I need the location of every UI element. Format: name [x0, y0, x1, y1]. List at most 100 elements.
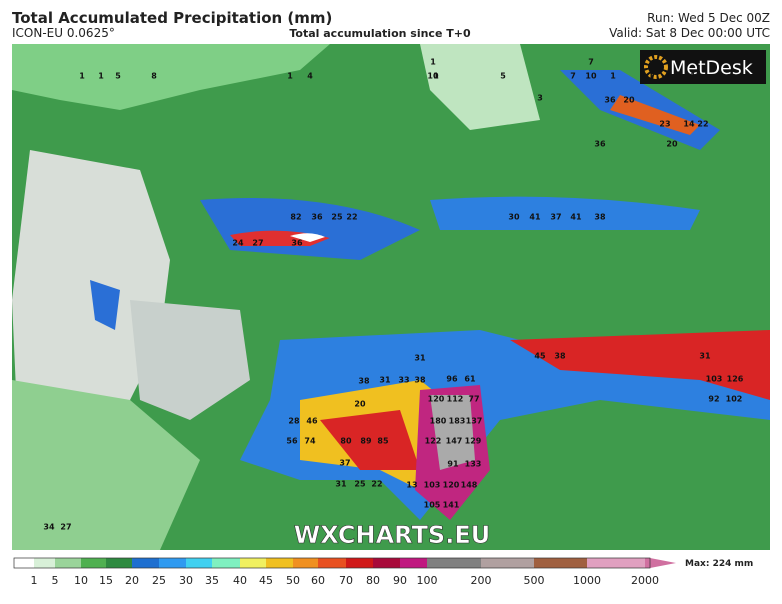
map-value: 23 — [659, 120, 670, 129]
map-value: 96 — [446, 375, 458, 384]
map-value: 36 — [604, 96, 616, 105]
map-value: 24 — [232, 239, 244, 248]
map-value: 7 — [570, 72, 576, 81]
map-value: 31 — [379, 376, 391, 385]
colorbar-segment — [14, 558, 35, 568]
map-value: 80 — [340, 437, 352, 446]
colorbar-segment — [212, 558, 241, 568]
map-value: 85 — [377, 437, 389, 446]
colorbar-segment — [34, 558, 56, 568]
colorbar-label: 1 — [31, 574, 38, 587]
model: ICON-EU 0.0625° — [12, 26, 115, 40]
colorbar-label: 30 — [179, 574, 193, 587]
colorbar-label: 60 — [311, 574, 325, 587]
map-value: 89 — [360, 437, 372, 446]
colorbar-segment — [186, 558, 213, 568]
map-value: 5 — [115, 72, 121, 81]
map-value: 22 — [346, 213, 357, 222]
map-value: 120 — [428, 395, 445, 404]
map-value: 91 — [447, 460, 459, 469]
colorbar-segment — [587, 558, 646, 568]
colorbar-segment — [106, 558, 133, 568]
map-value: 31 — [335, 480, 347, 489]
map-value: 1 — [287, 72, 293, 81]
valid: Valid: Sat 8 Dec 00:00 UTC — [609, 26, 770, 40]
map-value: 37 — [550, 213, 561, 222]
colorbar-segment — [55, 558, 82, 568]
map-value: 137 — [466, 417, 483, 426]
map-value: 33 — [398, 376, 409, 385]
colorbar-segment — [266, 558, 294, 568]
map-value: 141 — [443, 501, 460, 510]
map-value: 41 — [529, 213, 541, 222]
map-value: 129 — [465, 437, 482, 446]
map-value: 1 — [610, 72, 616, 81]
colorbar-segment — [240, 558, 267, 568]
map-value: 1 — [665, 72, 671, 81]
map-value: 37 — [339, 459, 350, 468]
map-value: 180 — [430, 417, 447, 426]
map-value: 126 — [727, 375, 744, 384]
colorbar-segment — [481, 558, 535, 568]
map-value: 25 — [354, 480, 366, 489]
run: Run: Wed 5 Dec 00Z — [647, 11, 770, 25]
colorbar-label: 2000 — [631, 574, 659, 587]
colorbar-label: 15 — [99, 574, 113, 587]
colorbar-arrow — [650, 558, 676, 568]
map-value: 38 — [414, 376, 426, 385]
title: Total Accumulated Precipitation (mm) — [12, 9, 332, 27]
colorbar-segment — [534, 558, 588, 568]
map-value: 92 — [708, 395, 719, 404]
map-value: 22 — [697, 120, 708, 129]
map-value: 3 — [537, 94, 543, 103]
colorbar-label: 10 — [74, 574, 88, 587]
map-value: 36 — [291, 239, 303, 248]
map-value: 61 — [464, 375, 476, 384]
map-value: 102 — [726, 395, 743, 404]
map-value: 82 — [290, 213, 301, 222]
map-value: 30 — [508, 213, 520, 222]
map-value: 1 — [79, 72, 85, 81]
map-value: 147 — [446, 437, 463, 446]
map-value: 103 — [706, 375, 723, 384]
colorbar-segment — [400, 558, 428, 568]
map-value: 56 — [286, 437, 298, 446]
map-value: 38 — [358, 377, 370, 386]
logo: MetDesk — [670, 57, 753, 79]
map-value: 45 — [534, 352, 546, 361]
colorbar-segment — [81, 558, 107, 568]
map-value: 41 — [570, 213, 582, 222]
map-value: 1 — [648, 72, 654, 81]
colorbar-label: 80 — [366, 574, 380, 587]
colorbar-label: 500 — [524, 574, 545, 587]
map-value: 105 — [424, 501, 441, 510]
map-value: 133 — [465, 460, 482, 469]
map-value: 31 — [699, 352, 711, 361]
map-value: 28 — [288, 417, 300, 426]
map-value: 148 — [461, 481, 478, 490]
colorbar-label: 90 — [393, 574, 407, 587]
map-value: 120 — [443, 481, 460, 490]
subtitle: Total accumulation since T+0 — [289, 27, 471, 40]
map-value: 1 — [690, 72, 696, 81]
max-label: Max: 224 mm — [685, 559, 753, 569]
colorbar-label: 100 — [417, 574, 438, 587]
colorbar-label: 20 — [125, 574, 139, 587]
watermark: WXCHARTS.EU — [294, 521, 490, 549]
colorbar-label: 35 — [205, 574, 219, 587]
colorbar-label: 25 — [152, 574, 166, 587]
map-value: 38 — [554, 352, 566, 361]
map-value: 103 — [424, 481, 441, 490]
colorbar-frame — [13, 557, 651, 569]
colorbar-segment — [427, 558, 482, 568]
map-value: 20 — [354, 400, 366, 409]
map-value: 22 — [371, 480, 382, 489]
colorbar-label: 70 — [339, 574, 353, 587]
map-value: 1 — [98, 72, 104, 81]
map-value: 8 — [151, 72, 157, 81]
colorbar-label: 45 — [259, 574, 273, 587]
map-value: 5 — [500, 72, 506, 81]
colorbar-segment — [318, 558, 347, 568]
map-value: 74 — [304, 437, 316, 446]
